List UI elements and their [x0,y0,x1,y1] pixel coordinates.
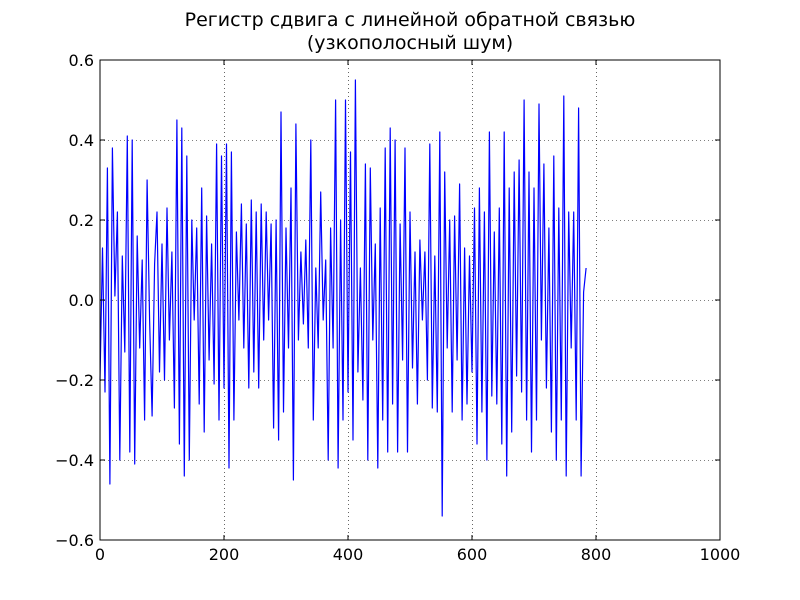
plot-area [99,79,587,517]
y-tick-label: 0.6 [69,51,94,70]
y-tick-label: −0.6 [55,531,94,550]
chart-title-line-2: (узкополосный шум) [307,32,513,54]
y-tick-label: −0.2 [55,371,94,390]
y-tick-label: −0.4 [55,451,94,470]
x-tick-label: 1000 [700,545,741,564]
x-tick-label: 0 [95,545,105,564]
y-tick-label: 0.0 [69,291,94,310]
plot-frame [99,59,721,541]
axis-ticks: 0 200 400 600 800 1000 −0.6 −0.4 −0.2 0.0 0.2 0.4 0.… [55,51,740,564]
y-tick-label: 0.2 [69,211,94,230]
x-tick-label: 400 [333,545,364,564]
grid [100,60,720,540]
chart-title-line-1: Регистр сдвига с линейной обратной связь… [185,9,636,31]
x-tick-label: 600 [457,545,488,564]
series-line [99,79,587,517]
x-tick-label: 800 [581,545,612,564]
x-tick-label: 200 [209,545,240,564]
y-tick-label: 0.4 [69,131,94,150]
